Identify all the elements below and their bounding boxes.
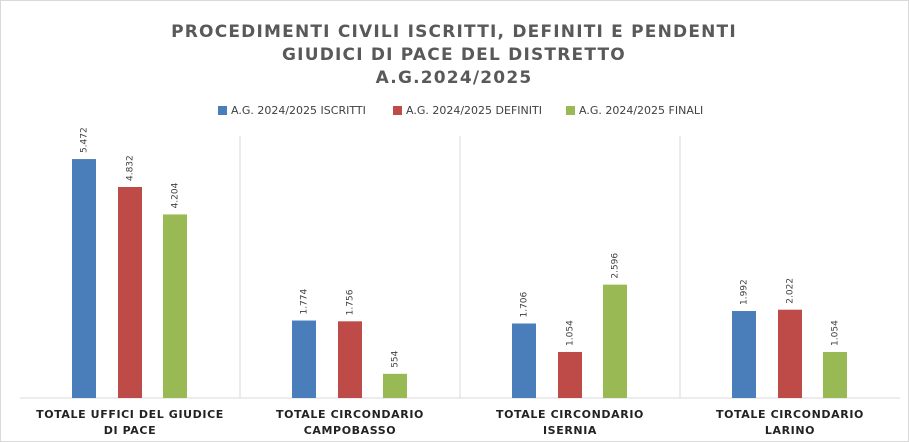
chart-title: A.G.2024/2025 xyxy=(376,68,533,88)
chart-title: PROCEDIMENTI CIVILI ISCRITTI, DEFINITI E… xyxy=(171,22,737,42)
bar xyxy=(338,321,362,398)
value-label: 1.054 xyxy=(566,320,576,346)
bar xyxy=(558,351,582,398)
x-tick-label: TOTALE CIRCONDARIO LARINO xyxy=(716,408,864,437)
value-label: 1.756 xyxy=(346,289,356,315)
value-label: 1.774 xyxy=(300,288,310,314)
legend-swatch xyxy=(566,106,575,115)
x-tick-label: TOTALE UFFICI DEL GIUDICE DI PACE xyxy=(36,408,224,437)
legend-label: A.G. 2024/2025 ISCRITTI xyxy=(231,104,366,117)
value-label: 1.706 xyxy=(520,291,530,317)
value-label: 5.472 xyxy=(80,127,90,153)
value-label: 1.992 xyxy=(740,279,750,305)
x-tick-label: TOTALE CIRCONDARIO ISERNIA xyxy=(496,408,644,437)
chart-title: GIUDICI DI PACE DEL DISTRETTO xyxy=(282,45,626,65)
x-tick-label: TOTALE CIRCONDARIO CAMPOBASSO xyxy=(276,408,424,437)
bar xyxy=(778,309,802,398)
bar xyxy=(163,214,187,398)
bar xyxy=(732,311,756,398)
bar xyxy=(512,323,536,398)
bar xyxy=(823,351,847,398)
value-label: 4.832 xyxy=(126,155,136,181)
bar xyxy=(292,320,316,398)
legend-swatch xyxy=(393,106,402,115)
value-label: 4.204 xyxy=(171,182,181,208)
bar xyxy=(603,284,627,398)
legend-swatch xyxy=(218,106,227,115)
value-label: 554 xyxy=(391,350,401,367)
bar xyxy=(118,187,142,398)
value-label: 2.596 xyxy=(611,253,621,279)
value-label: 1.054 xyxy=(831,320,841,346)
legend-label: A.G. 2024/2025 FINALI xyxy=(579,104,703,117)
value-label: 2.022 xyxy=(786,278,796,304)
bar xyxy=(72,159,96,398)
bar xyxy=(383,373,407,398)
legend-label: A.G. 2024/2025 DEFINITI xyxy=(406,104,542,117)
